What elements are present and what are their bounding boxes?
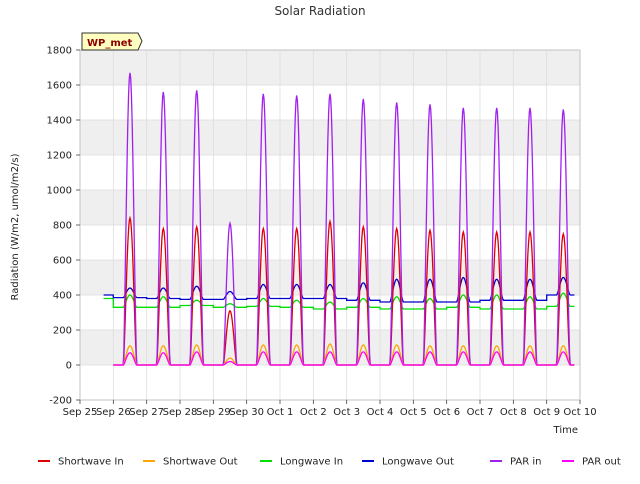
y-tick-label: 600: [53, 256, 72, 267]
series-line-longwave-in: [103, 292, 575, 310]
series-lines: [103, 72, 575, 366]
axes: -200 0 200 400 600 800 1000 1200 1400 1600 1800 Sep…: [47, 46, 597, 419]
y-tick-label: 200: [53, 326, 72, 337]
x-tick-label: Oct 3: [333, 407, 360, 418]
legend-label: PAR out: [582, 457, 621, 468]
legend: Shortwave In Shortwave Out Longwave In Long…: [38, 457, 621, 468]
x-tick-label: Sep 25: [63, 407, 98, 418]
site-label-shape: [81, 32, 143, 51]
x-tick-label: Oct 4: [367, 407, 394, 418]
site-label-box: WP_met: [81, 32, 143, 51]
x-tick-label: Oct 6: [433, 407, 460, 418]
x-tick-label: Oct 5: [400, 407, 427, 418]
x-tick-label: Oct 2: [300, 407, 327, 418]
y-tick-label: 1400: [47, 116, 72, 127]
y-tick-label: 1000: [47, 186, 72, 197]
y-tick-label: 800: [53, 221, 72, 232]
legend-label: Shortwave In: [58, 457, 124, 468]
x-tick-label: Oct 9: [533, 407, 560, 418]
x-tick-label: Oct 7: [467, 407, 494, 418]
x-tick-label: Sep 27: [129, 407, 164, 418]
background-band: [80, 260, 580, 295]
x-tick-label: Sep 30: [229, 407, 264, 418]
x-axis-label: Time: [553, 425, 578, 436]
y-tick-label: -200: [49, 396, 72, 407]
legend-label: Longwave Out: [382, 457, 454, 468]
y-tick-label: 0: [66, 361, 72, 372]
x-tick-label: Oct 10: [563, 407, 596, 418]
series-line-par-out: [113, 351, 575, 366]
series-line-longwave-out: [103, 276, 575, 303]
legend-label: Shortwave Out: [163, 457, 238, 468]
x-tick-label: Sep 29: [196, 407, 231, 418]
y-tick-label: 400: [53, 291, 72, 302]
chart-title: Solar Radiation: [274, 4, 365, 18]
x-tick-label: Sep 26: [96, 407, 131, 418]
legend-label: Longwave In: [280, 457, 343, 468]
y-axis-label: Radiation (W/m2, umol/m2/s): [10, 153, 21, 300]
background-band: [80, 330, 580, 365]
background-band: [80, 120, 580, 155]
y-tick-label: 1200: [47, 151, 72, 162]
y-tick-label: 1800: [47, 46, 72, 57]
legend-label: PAR in: [510, 457, 541, 468]
y-tick-label: 1600: [47, 81, 72, 92]
x-tick-label: Oct 1: [267, 407, 294, 418]
x-tick-label: Sep 28: [163, 407, 198, 418]
site-label: WP_met: [87, 38, 133, 49]
background-band: [80, 50, 580, 85]
x-tick-label: Oct 8: [500, 407, 527, 418]
